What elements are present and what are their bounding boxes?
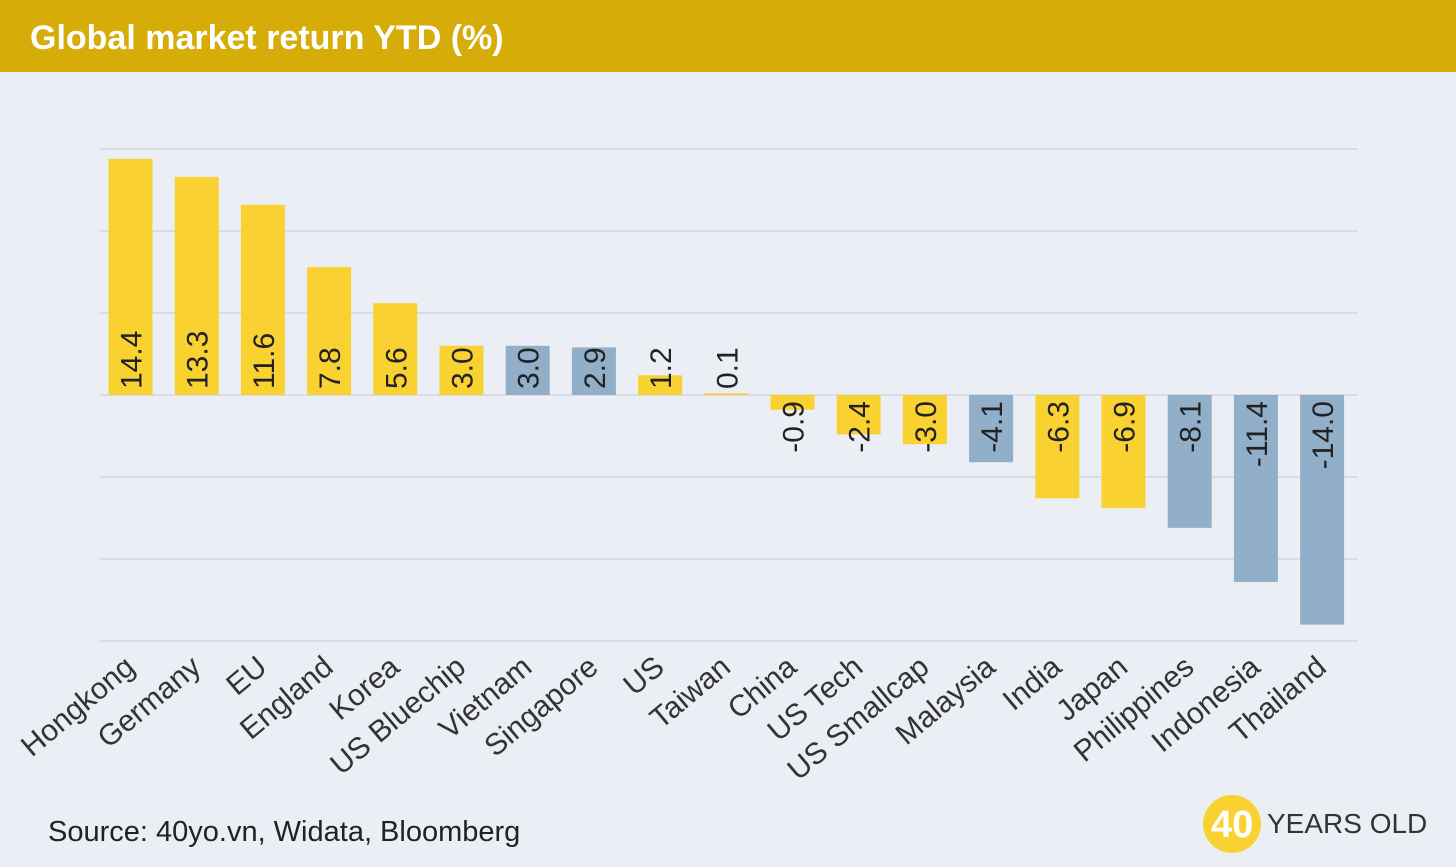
chart-title: Global market return YTD (%) (30, 19, 504, 57)
value-label: -4.1 (976, 401, 1009, 453)
value-label: 11.6 (248, 333, 281, 389)
bar-china (770, 395, 815, 410)
bar-hongkong (108, 158, 153, 395)
data-labels: 14.4 13.3 11.6 7.8 5.6 3.0 3.0 2.9 1.2 0.1 -0.9 -2.… (116, 331, 1341, 470)
bar-thailand (1300, 395, 1345, 625)
header-bar: Global market return YTD (%) (0, 0, 1456, 72)
value-label: -0.9 (778, 401, 811, 453)
value-label: 14.4 (116, 331, 149, 389)
logo-text: YEARS OLD (1267, 808, 1428, 839)
logo-circle (1203, 795, 1261, 853)
value-label: -6.9 (1109, 401, 1142, 453)
bars (108, 158, 1345, 625)
bar-us (638, 375, 683, 395)
value-label: -11.4 (1241, 401, 1274, 467)
value-label: 3.0 (513, 347, 546, 389)
bar-taiwan (704, 393, 749, 395)
bar-malaysia (969, 395, 1014, 463)
value-label: -14.0 (1307, 401, 1340, 469)
bar-korea (373, 303, 418, 395)
bar-germany (174, 176, 219, 395)
bar-philippines (1167, 395, 1212, 528)
bar-vietnam (505, 345, 550, 395)
value-label: 0.1 (711, 347, 744, 389)
value-label: 5.6 (380, 347, 413, 389)
bar-us-smallcap (902, 395, 947, 445)
bar-indonesia (1233, 395, 1278, 582)
value-label: 3.0 (447, 347, 480, 389)
bar-us-tech (836, 395, 881, 435)
logo-number: 40 (1211, 804, 1254, 846)
value-label: 1.2 (645, 347, 678, 389)
source-note: Source: 40yo.vn, Widata, Bloomberg (48, 816, 521, 848)
value-label: 13.3 (182, 331, 215, 389)
value-label: -8.1 (1175, 401, 1208, 453)
bar-us-bluechip (439, 345, 484, 395)
value-label: -6.3 (1042, 401, 1075, 453)
value-label: 7.8 (314, 347, 347, 389)
bar-india (1035, 395, 1080, 499)
bar-japan (1101, 395, 1146, 509)
value-label: -2.4 (844, 401, 877, 453)
bar-chart: 14.4 13.3 11.6 7.8 5.6 3.0 3.0 2.9 1.2 0.1 -0.9 -2.… (15, 148, 1358, 787)
value-label: 2.9 (579, 347, 612, 389)
bar-eu (240, 204, 285, 395)
bar-england (307, 267, 352, 395)
bar-singapore (571, 347, 616, 395)
value-label: -3.0 (910, 401, 943, 453)
40-years-old-logo-icon: 40 YEARS OLD (1203, 795, 1443, 855)
